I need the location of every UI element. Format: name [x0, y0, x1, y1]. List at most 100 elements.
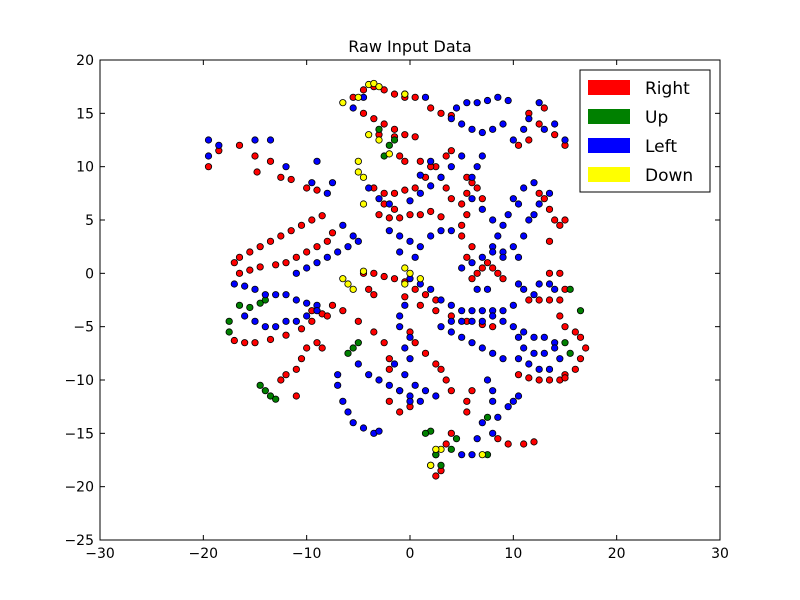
point-up-8	[266, 392, 275, 400]
point-left-122	[530, 333, 538, 341]
point-right-43	[277, 376, 285, 384]
point-right-0	[204, 163, 213, 171]
point-left-46	[396, 387, 404, 395]
series-left	[204, 90, 569, 459]
point-right-138	[561, 323, 569, 331]
point-left-36	[339, 397, 347, 405]
point-right-154	[447, 429, 455, 437]
point-left-129	[551, 344, 559, 352]
point-right-121	[458, 200, 466, 208]
point-right-152	[463, 397, 471, 405]
point-left-91	[406, 333, 414, 341]
point-right-108	[385, 397, 393, 405]
point-right-44	[292, 392, 300, 400]
point-left-132	[525, 360, 533, 368]
point-left-148	[468, 451, 476, 459]
point-right-151	[468, 387, 476, 395]
point-right-187	[416, 157, 424, 165]
point-left-33	[349, 232, 357, 240]
point-right-126	[483, 259, 492, 267]
point-right-99	[489, 323, 497, 331]
point-left-150	[483, 376, 492, 384]
point-down-1	[354, 93, 362, 101]
point-right-112	[432, 360, 440, 368]
point-left-79	[427, 232, 435, 240]
point-up-28	[437, 461, 445, 469]
point-right-31	[241, 339, 249, 347]
y-tick-label: 20	[76, 53, 94, 69]
point-left-145	[489, 429, 497, 437]
y-tick-label: 5	[85, 213, 94, 229]
point-left-71	[447, 163, 455, 171]
point-right-39	[303, 344, 311, 352]
point-left-163	[494, 232, 502, 240]
point-right-132	[545, 296, 554, 304]
point-right-38	[328, 301, 337, 309]
point-right-172	[540, 195, 548, 203]
point-right-60	[390, 125, 399, 133]
point-up-6	[256, 381, 264, 389]
point-left-72	[458, 152, 466, 160]
point-right-176	[561, 216, 569, 224]
point-left-127	[530, 349, 538, 357]
point-left-48	[416, 397, 424, 405]
point-right-160	[504, 440, 512, 448]
point-right-18	[308, 216, 316, 224]
point-right-115	[447, 387, 455, 395]
point-left-171	[478, 205, 486, 213]
point-right-129	[468, 275, 476, 283]
point-left-9	[241, 282, 249, 290]
point-down-8	[354, 168, 362, 176]
point-up-0	[225, 317, 233, 325]
point-left-6	[313, 157, 321, 165]
point-up-13	[375, 125, 383, 133]
point-left-186	[478, 253, 486, 261]
point-left-45	[385, 381, 393, 389]
point-right-127	[478, 264, 486, 272]
point-right-116	[463, 253, 471, 261]
point-left-31	[354, 237, 362, 245]
point-right-45	[313, 339, 321, 347]
point-left-19	[261, 323, 269, 331]
point-left-177	[520, 125, 528, 133]
point-left-131	[514, 355, 523, 363]
point-right-190	[442, 184, 450, 192]
point-left-56	[483, 96, 492, 105]
point-left-1	[204, 136, 213, 144]
point-right-13	[256, 243, 264, 251]
point-left-32	[339, 221, 347, 229]
point-right-140	[576, 333, 585, 341]
point-right-25	[292, 253, 300, 261]
point-up-25	[349, 344, 357, 352]
point-left-96	[411, 381, 419, 389]
point-right-28	[323, 237, 331, 245]
point-left-24	[313, 307, 321, 315]
x-tick-label: 20	[608, 546, 626, 562]
point-left-15	[303, 299, 311, 307]
point-left-93	[406, 355, 414, 363]
point-right-171	[535, 189, 543, 197]
point-left-138	[530, 291, 538, 299]
point-left-8	[230, 280, 238, 288]
point-right-107	[396, 408, 404, 416]
y-tick-label: −25	[64, 533, 94, 549]
point-left-125	[514, 333, 523, 341]
point-left-114	[447, 317, 455, 325]
point-right-2	[235, 141, 244, 149]
point-down-14	[406, 269, 414, 277]
point-left-113	[509, 301, 517, 309]
point-right-155	[442, 440, 450, 448]
legend-swatch-down	[588, 167, 630, 182]
point-left-52	[421, 93, 430, 101]
point-left-12	[272, 291, 280, 299]
point-left-75	[385, 227, 393, 235]
point-left-26	[303, 264, 311, 272]
point-right-111	[421, 349, 430, 357]
point-left-185	[468, 259, 476, 267]
point-left-54	[463, 99, 471, 107]
point-right-4	[253, 168, 261, 176]
point-right-16	[287, 227, 295, 235]
point-down-20	[432, 445, 440, 453]
point-left-166	[530, 179, 538, 187]
point-left-158	[535, 200, 543, 208]
